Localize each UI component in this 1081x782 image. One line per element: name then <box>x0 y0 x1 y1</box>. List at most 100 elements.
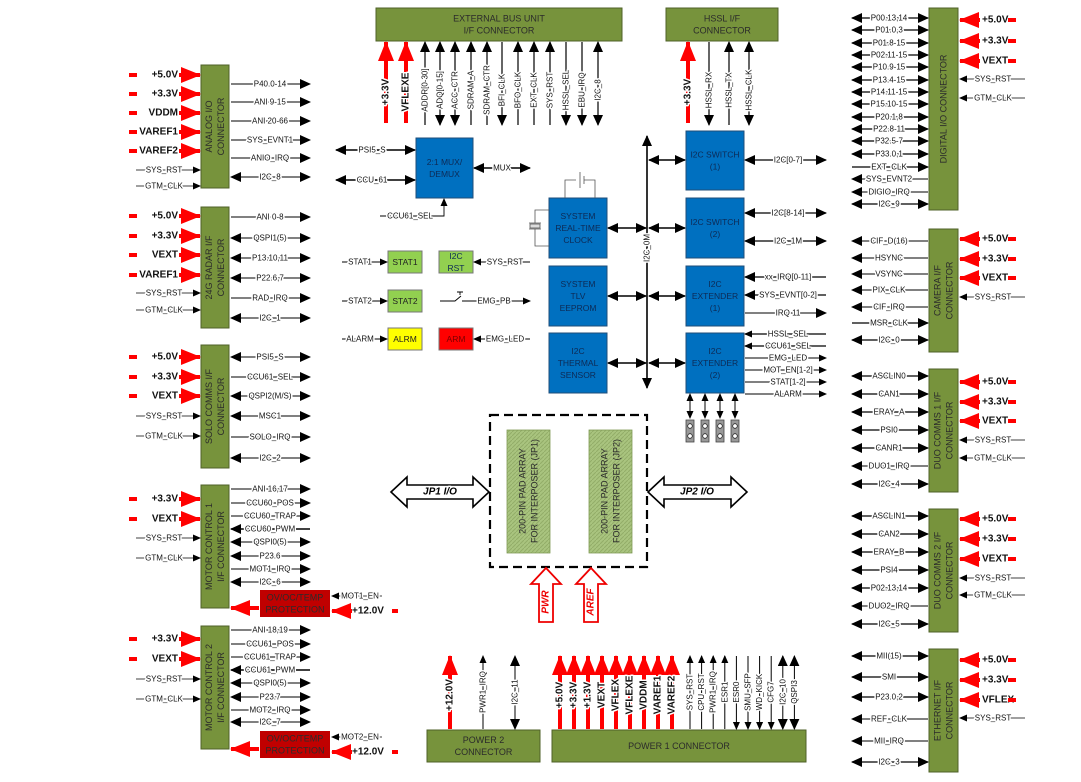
signal-label: P33.0,1 <box>875 150 903 159</box>
hssl-connector-title: CONNECTOR <box>693 26 751 36</box>
power-label: +12.0V <box>352 606 384 617</box>
jp2-io-label: JP2 I/O <box>680 487 714 498</box>
ext2-block-title: I2C <box>708 346 721 356</box>
power-label: VEXT <box>982 554 1008 565</box>
signal-label: CAN1 <box>878 390 900 399</box>
duo1-connector-title: CONNECTOR <box>945 401 955 459</box>
signal-label: PSI4 <box>880 566 898 575</box>
jumper-header <box>700 419 710 443</box>
ext2-block-title: EXTENDER <box>692 358 738 368</box>
signal-label: ANI 0-8 <box>256 213 284 222</box>
signal-label: I2C_4 <box>878 480 900 489</box>
thermal-block-title: SENSOR <box>560 370 596 380</box>
ebu-connector <box>375 7 623 42</box>
jp1-pad-array-title: FOR INTERPOSER (JP1) <box>530 439 540 543</box>
signal-label: xx_IRQ[0-11] <box>765 273 812 282</box>
signal-label: PIX_CLK <box>873 286 907 295</box>
camera-connector-title: CONNECTOR <box>945 261 955 319</box>
power-label: VEXT <box>152 514 178 525</box>
signal-label: I2C_2 <box>259 454 281 463</box>
input-label: SYS_RST <box>146 534 183 543</box>
power-label: +5.0V <box>982 655 1009 666</box>
digital-connector <box>928 7 959 211</box>
jp1-pad-array <box>506 429 551 554</box>
power-label: VDDM <box>639 680 650 709</box>
signal-label: CCU61_PWM <box>245 666 296 675</box>
pin-label: PWR1_IRQ <box>709 671 718 713</box>
signal-label: DIGIO_IRQ <box>868 188 909 197</box>
rtc-block-title: SYSTEM <box>561 211 596 221</box>
pin-label: BFI_CLK <box>498 73 507 106</box>
signal-label: SYS_EVNT1 <box>247 136 294 145</box>
eeprom-block-title: TLV <box>571 291 586 301</box>
hssl-connector-title: HSSL I/F <box>704 14 741 24</box>
duo1-connector <box>928 368 959 493</box>
power-label: +5.0V <box>555 681 566 708</box>
motor1-connector <box>200 484 230 609</box>
power-label: VEXT <box>982 56 1008 67</box>
signal-label: EMG_LED <box>769 354 807 363</box>
signal-label: P00.13,14 <box>871 14 908 23</box>
pin-label: WD_KICK <box>755 673 764 710</box>
ebu-connector-title: I/F CONNECTOR <box>464 26 535 36</box>
thermal-block-title: THERMAL <box>558 358 599 368</box>
signal-label: SMI <box>882 673 896 682</box>
jumper-pin <box>717 433 723 439</box>
solo-connector-title: CONNECTOR <box>216 377 226 435</box>
ext2-block <box>685 332 745 394</box>
signal-label: MII_IRQ <box>874 737 904 746</box>
signal-label: I2C[8-14] <box>772 209 805 218</box>
stat2-led <box>387 289 423 313</box>
power-label: VFLEXE <box>625 675 636 714</box>
input-label: SYS_RST <box>975 75 1012 84</box>
camera-connector-title: CAMERA I/F <box>933 264 943 316</box>
signal-label: IRQ 11 <box>776 309 801 318</box>
aref-input-arrow <box>573 566 609 623</box>
signal-label: CCU_61 <box>357 176 388 185</box>
sw2-block-title: (2) <box>710 229 721 239</box>
signal-label: P22.8-11 <box>873 125 905 134</box>
signal-label: I2C[0-7] <box>774 156 802 165</box>
signal-label: I2C_6 <box>259 578 281 587</box>
power-label: VAREF1 <box>139 270 178 281</box>
pin-label: HSSL_CLK <box>745 69 754 111</box>
signal-label: DUO2_IRQ <box>869 602 910 611</box>
signal-label: CCU61_POS <box>246 640 294 649</box>
input-label: SYS_RST <box>146 166 183 175</box>
signal-label: P32.5-7 <box>875 137 904 146</box>
pin-label: EXT_CLK <box>530 72 539 108</box>
jumper-pin <box>732 433 738 439</box>
signal-label: ANIO_IRQ <box>251 154 289 163</box>
eeprom-block-title: SYSTEM <box>561 279 596 289</box>
power-label: +3.3V <box>982 534 1009 545</box>
jumper-pin <box>732 423 738 429</box>
pin-label: HSSL_RX <box>705 71 714 108</box>
signal-label: CCU61_TRAP <box>244 653 296 662</box>
input-label: SYS_RST <box>975 714 1012 723</box>
pin-label: I2C_11 <box>511 679 520 705</box>
sw1-block-title: I2C SWITCH <box>690 150 739 160</box>
signal-label: CCU61_SEL <box>765 342 811 351</box>
power-label: +5.0V <box>982 514 1009 525</box>
jp2-pad-array <box>588 429 633 554</box>
signal-label: VSYNC <box>875 270 903 279</box>
duo1-connector-title: DUO COMMS 1 I/F <box>933 391 943 469</box>
power1-connector-title: POWER 1 CONNECTOR <box>628 741 730 751</box>
signal-label: REF_CLK <box>871 715 908 724</box>
power-label: +5.0V <box>982 15 1009 26</box>
signal-label: ASCLIN1 <box>872 512 906 521</box>
analog-connector-title: ANALOG I/O <box>204 100 214 152</box>
power-label: +3.3V <box>982 397 1009 408</box>
signal-label: QSPI0(5) <box>253 679 287 688</box>
signal-label: CCU60_TRAP <box>244 512 296 521</box>
signal-label: ALARM <box>774 390 802 399</box>
signal-label: P01.8-15 <box>873 39 906 48</box>
pwr-label: PWR <box>541 590 552 614</box>
motor2-connector-title: I/F CONNECTOR <box>216 652 226 723</box>
input-label: GTM_CLK <box>145 432 183 441</box>
signal-label: MSC1 <box>259 412 282 421</box>
input-label: GTM_CLK <box>145 554 183 563</box>
jp1-io-arrow <box>389 475 491 509</box>
power2-connector-title: POWER 2 <box>463 735 505 745</box>
